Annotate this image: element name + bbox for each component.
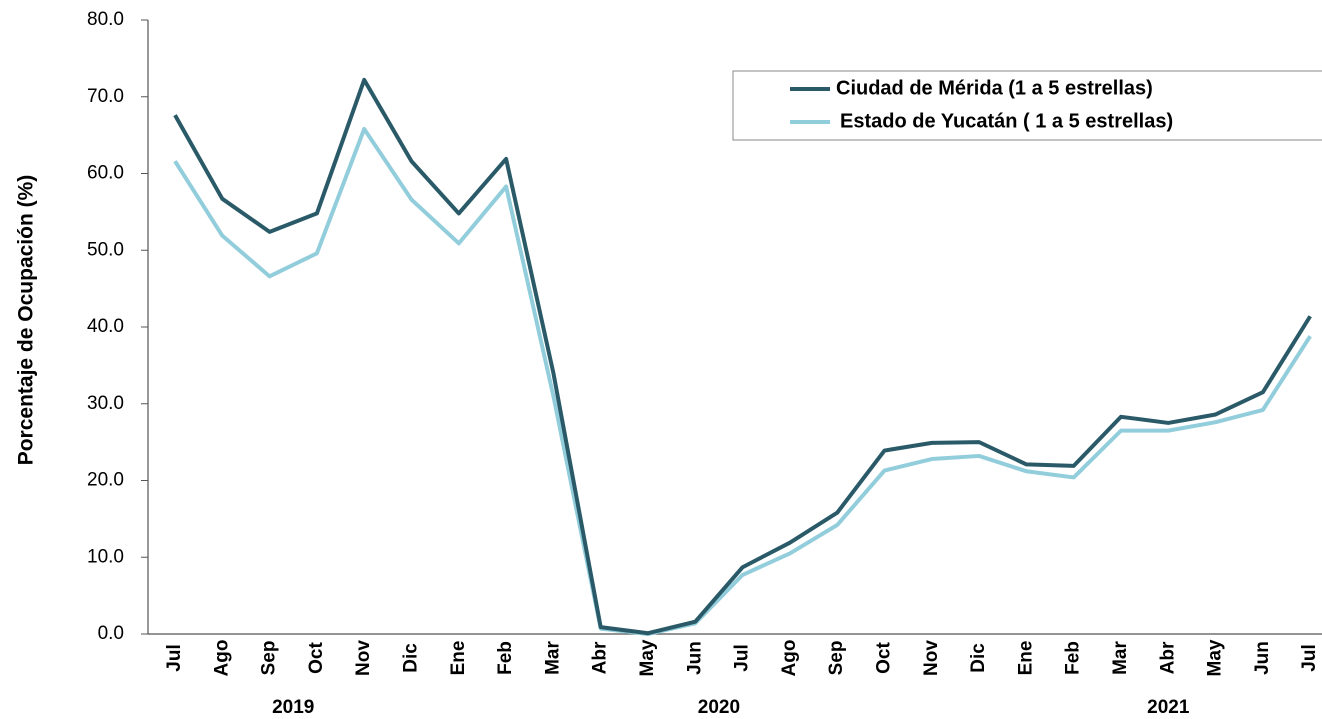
x-tick-label: Jul [164,644,185,671]
series-line [173,126,1312,636]
y-tick-label: 40.0 [87,316,124,337]
year-label: 2021 [1147,697,1190,718]
x-tick-label: Abr [590,641,611,674]
y-tick-label: 0.0 [98,623,124,644]
x-tick-label: Jun [1252,641,1273,675]
x-tick-label: Nov [353,640,374,676]
y-tick-label: 30.0 [87,393,124,414]
x-tick-label: Oct [306,641,327,673]
x-tick-label: Ago [779,640,800,677]
year-label: 2019 [272,697,314,718]
y-tick-label: 20.0 [87,470,124,491]
y-tick-label: 50.0 [87,239,124,260]
x-tick-label: Sep [259,641,280,676]
x-tick-label: Nov [921,640,942,676]
year-label: 2020 [698,697,740,718]
x-tick-label: Oct [874,641,895,673]
x-tick-label: May [1205,639,1226,676]
x-tick-label: Ago [211,640,232,677]
x-tick-label: Abr [1157,641,1178,674]
x-tick-label: Feb [1063,641,1084,675]
x-tick-label: Mar [1110,641,1131,675]
x-tick-label: Dic [968,643,989,673]
x-tick-label: Sep [826,641,847,676]
x-tick-label: May [637,639,658,676]
y-tick-label: 10.0 [87,546,124,567]
y-tick-label: 70.0 [87,86,124,107]
x-tick-label: Jul [732,644,753,671]
x-tick-label: Mar [542,641,563,675]
legend-label: Ciudad de Mérida (1 a 5 estrellas) [836,77,1153,99]
x-tick-label: Jun [684,641,705,675]
y-tick-label: 80.0 [87,9,124,30]
x-tick-label: Dic [401,643,422,673]
series-line [173,77,1312,636]
legend-box [732,70,1322,141]
x-tick-label: Feb [495,641,516,675]
x-tick-label: Jul [1299,644,1320,671]
x-tick-label: Ene [1015,641,1036,676]
y-tick-label: 60.0 [87,163,124,184]
y-axis-title: Porcentaje de Ocupación (%) [15,175,38,466]
legend-label: Estado de Yucatán ( 1 a 5 estrellas) [840,110,1173,132]
x-tick-label: Ene [448,641,469,676]
